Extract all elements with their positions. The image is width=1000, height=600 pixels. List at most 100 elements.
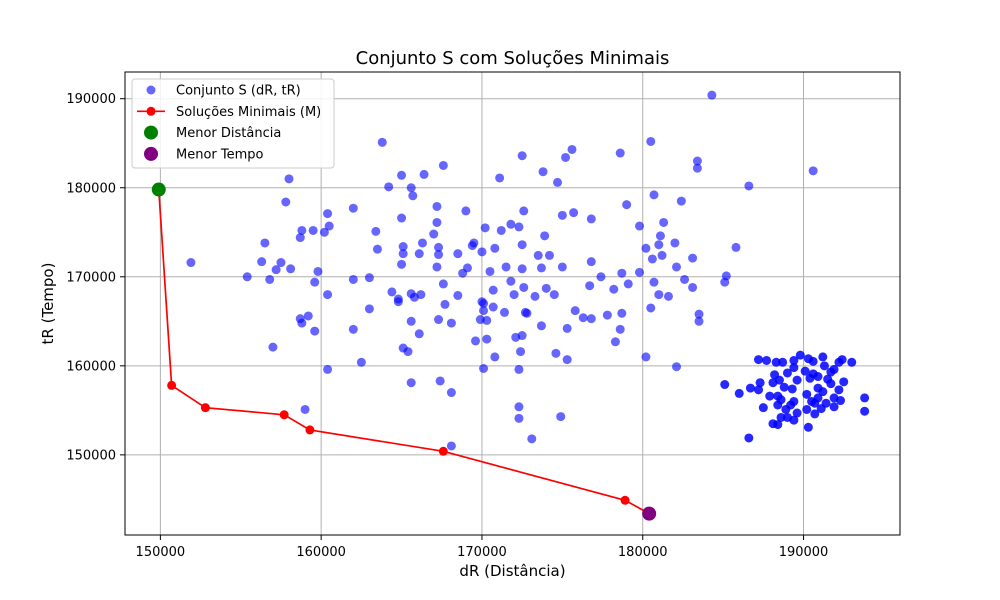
scatter-point: [745, 383, 755, 393]
scatter-point: [522, 308, 532, 318]
scatter-point: [808, 166, 818, 176]
scatter-point: [446, 318, 456, 328]
scatter-point: [676, 196, 686, 206]
scatter-point: [509, 290, 519, 300]
axis-ticks: 150000 160000 170000 180000 190000 150000 1600…: [66, 92, 828, 560]
scatter-point: [692, 156, 702, 166]
scatter-point: [655, 231, 665, 241]
legend-swatch: [146, 85, 156, 95]
scatter-point: [734, 388, 744, 398]
scatter-point: [300, 404, 310, 414]
scatter-point: [403, 347, 413, 357]
legend-label: Soluções Minimais (M): [176, 105, 321, 120]
scatter-point: [310, 277, 320, 287]
scatter-point: [371, 226, 381, 236]
scatter-point: [514, 402, 524, 412]
scatter-point: [646, 136, 656, 146]
scatter-point: [186, 258, 196, 268]
scatter-point: [617, 308, 627, 318]
legend-label: Menor Tempo: [176, 147, 264, 162]
scatter-point: [779, 382, 789, 392]
minimal-solution-point: [620, 495, 630, 505]
scatter-point: [720, 380, 730, 390]
scatter-point: [480, 223, 490, 233]
min-time-point: [642, 506, 657, 521]
scatter-point: [435, 376, 445, 386]
x-tick-label: 190000: [779, 545, 829, 560]
scatter-point: [434, 242, 444, 252]
scatter-point: [562, 355, 572, 365]
scatter-point: [536, 263, 546, 273]
scatter-point: [434, 250, 444, 260]
scatter-point: [406, 378, 416, 388]
minimal-solution-point: [200, 403, 210, 413]
scatter-point: [271, 265, 281, 275]
scatter-point: [641, 243, 651, 253]
scatter-point: [707, 90, 717, 100]
scatter-point: [482, 315, 492, 325]
scatter-point: [490, 243, 500, 253]
scatter-point: [789, 355, 799, 365]
min-distance-point: [151, 182, 166, 197]
scatter-point: [670, 238, 680, 248]
scatter-point: [609, 284, 619, 294]
scatter-point: [810, 409, 820, 419]
scatter-point: [800, 366, 810, 376]
scatter-point: [553, 177, 563, 187]
scatter-point: [348, 324, 358, 334]
scatter-point: [755, 378, 765, 388]
scatter-point: [499, 307, 509, 317]
scatter-point: [297, 225, 307, 235]
scatter-point: [810, 398, 820, 408]
scatter-point: [776, 412, 786, 422]
scatter-point: [514, 364, 524, 374]
scatter-point: [778, 357, 788, 367]
legend-swatch: [144, 125, 158, 140]
x-axis-label: dR (Distância): [459, 562, 565, 580]
scatter-point: [615, 324, 625, 334]
scatter-point: [585, 281, 595, 291]
scatter-point: [649, 277, 659, 287]
scatter-point: [860, 406, 870, 416]
scatter-point: [482, 334, 492, 344]
scatter-point: [561, 152, 571, 162]
scatter-point: [284, 174, 294, 184]
scatter-point: [303, 311, 313, 321]
scatter-point: [517, 264, 527, 274]
scatter-point: [485, 266, 495, 276]
scatter-point: [610, 337, 620, 347]
scatter-point: [578, 313, 588, 323]
scatter-point: [615, 148, 625, 158]
scatter-point: [688, 282, 698, 292]
scatter-point: [348, 203, 358, 213]
scatter-point: [720, 277, 730, 287]
scatter-point: [268, 342, 278, 352]
scatter-point: [646, 303, 656, 313]
scatter-point: [586, 214, 596, 224]
scatter-point: [789, 415, 799, 425]
scatter-point: [434, 315, 444, 325]
scatter-point: [782, 368, 792, 378]
scatter-point: [477, 247, 487, 257]
y-tick-label: 180000: [66, 181, 116, 196]
scatter-point: [692, 163, 702, 173]
scatter-point: [479, 306, 489, 316]
scatter-point: [672, 262, 682, 272]
scatter-point: [514, 413, 524, 423]
scatter-point: [536, 321, 546, 331]
scatter-point: [397, 259, 407, 269]
scatter-point: [458, 268, 468, 278]
scatter-point: [803, 422, 813, 432]
scatter-point: [414, 249, 424, 259]
minimal-solution-point: [438, 446, 448, 456]
scatter-point: [819, 361, 829, 371]
scatter-point: [731, 242, 741, 252]
legend-swatch: [146, 106, 156, 116]
scatter-point: [654, 240, 664, 250]
scatter-point: [398, 249, 408, 259]
scatter-point: [556, 412, 566, 422]
scatter-point: [562, 323, 572, 333]
legend: Conjunto S (dR, tR) Soluções Minimais (M)…: [131, 78, 335, 169]
scatter-point: [533, 250, 543, 260]
scatter-point: [551, 348, 561, 358]
